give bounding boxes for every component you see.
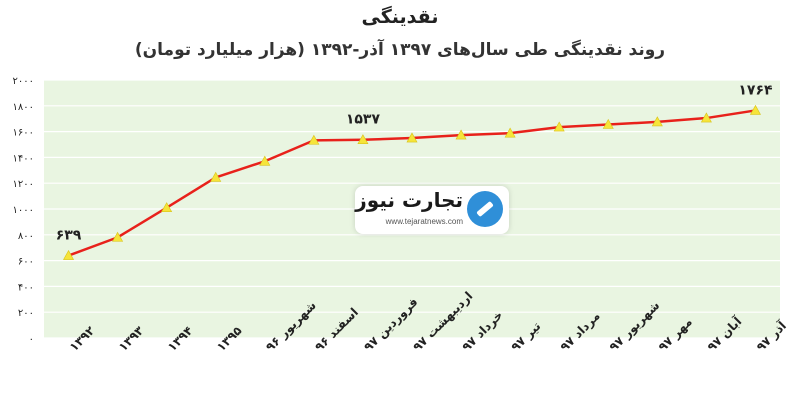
data-point xyxy=(504,127,516,138)
y-tick-label: ۱۸۰۰ xyxy=(13,102,34,113)
data-point xyxy=(700,112,712,123)
data-point xyxy=(210,171,222,182)
chart-subtitle: روند نقدینگی طی سال‌های ۱۳۹۷ آذر-۱۳۹۲ (ه… xyxy=(134,40,666,60)
data-point xyxy=(553,121,565,132)
watermark-logo: تجارت نیوز www.tejaratnews.com xyxy=(355,186,509,234)
watermark-url: www.tejaratnews.com xyxy=(385,217,463,226)
data-point xyxy=(161,202,173,213)
y-tick-label: ۰ xyxy=(29,334,34,345)
y-tick-label: ۱۶۰۰ xyxy=(13,128,34,139)
data-point xyxy=(63,249,75,260)
data-point xyxy=(651,116,663,127)
data-point xyxy=(112,231,124,242)
data-label: ۱۷۶۴ xyxy=(738,82,773,98)
data-point xyxy=(357,134,369,145)
tejaratnews-logo-icon xyxy=(467,191,503,227)
y-tick-label: ۲۰۰۰ xyxy=(13,76,34,87)
y-tick-label: ۲۰۰ xyxy=(18,308,34,319)
watermark-name: تجارت نیوز xyxy=(355,188,463,212)
y-tick-label: ۴۰۰ xyxy=(18,282,34,293)
data-point xyxy=(602,118,614,129)
data-point xyxy=(455,129,467,140)
y-tick-label: ۸۰۰ xyxy=(18,231,34,242)
data-label: ۶۳۹ xyxy=(56,228,82,244)
data-point xyxy=(259,155,271,166)
data-point xyxy=(749,104,761,115)
data-point xyxy=(308,134,320,145)
data-label: ۱۵۳۷ xyxy=(346,112,381,128)
y-tick-label: ۶۰۰ xyxy=(18,257,34,268)
y-tick-label: ۱۰۰۰ xyxy=(13,205,34,216)
data-point xyxy=(406,132,418,143)
y-tick-label: ۱۲۰۰ xyxy=(13,179,34,190)
y-tick-label: ۱۴۰۰ xyxy=(13,153,34,164)
chart-title: نقدینگی xyxy=(361,6,439,28)
